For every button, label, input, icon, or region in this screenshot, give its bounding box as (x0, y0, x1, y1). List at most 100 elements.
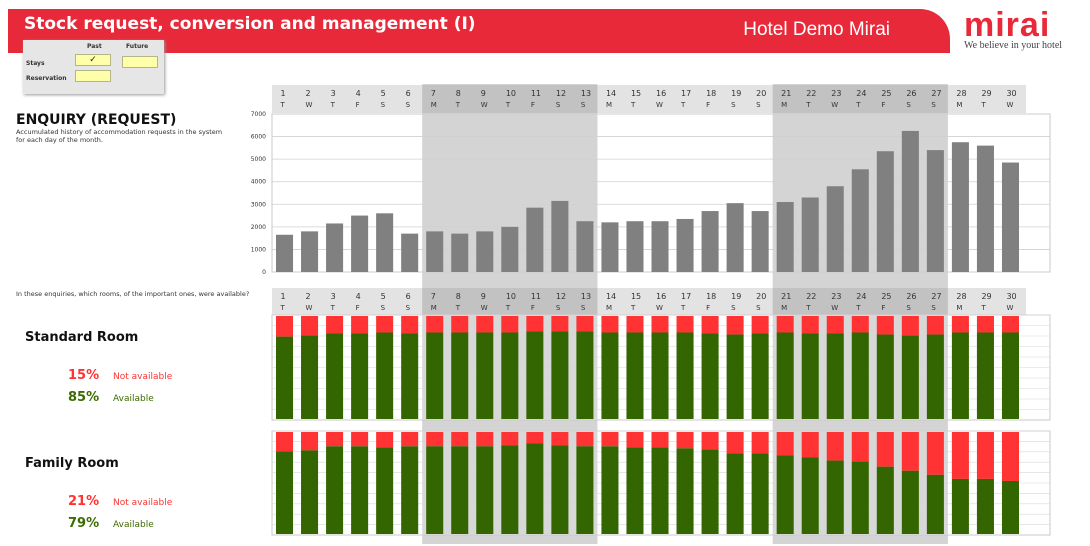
weekday-label: S (581, 304, 586, 312)
day-number-label: 11 (531, 292, 541, 301)
available-segment (876, 334, 894, 419)
y-tick-label: 1000 (251, 246, 266, 253)
day-number-label: 6 (406, 89, 411, 98)
weekday-label: F (531, 304, 535, 312)
enquiry-bar (451, 233, 469, 272)
not-available-segment (676, 316, 694, 333)
day-number-label: 2 (306, 292, 311, 301)
available-segment (901, 470, 919, 534)
weekday-label: T (630, 304, 636, 312)
available-segment (701, 333, 719, 419)
day-number-label: 27 (931, 292, 941, 301)
day-header-shade (422, 288, 598, 316)
available-segment (326, 333, 344, 419)
available-segment (526, 443, 544, 534)
available-segment (601, 332, 619, 419)
day-number-label: 8 (456, 89, 461, 98)
page-title: Stock request, conversion and management… (24, 14, 476, 34)
enquiry-bar (526, 207, 544, 272)
weekday-label: M (781, 101, 787, 109)
day-number-label: 26 (906, 292, 916, 301)
weekday-label: T (455, 304, 461, 312)
not-available-segment (351, 432, 369, 447)
available-segment (926, 474, 944, 534)
day-number-label: 18 (706, 89, 716, 98)
enquiry-bar (976, 145, 994, 272)
not-available-segment (276, 432, 294, 452)
not-available-segment (376, 316, 394, 333)
enquiry-bar (851, 169, 869, 272)
available-segment (601, 446, 619, 534)
weekday-label: W (656, 304, 663, 312)
weekday-label: W (1006, 101, 1013, 109)
not-available-segment (901, 432, 919, 471)
not-available-segment (426, 316, 444, 333)
not-available-segment (951, 432, 969, 479)
not-available-segment (926, 432, 944, 475)
day-number-label: 23 (831, 89, 841, 98)
weekday-label: T (980, 304, 986, 312)
available-segment (401, 446, 419, 534)
day-number-label: 23 (831, 292, 841, 301)
not-available-segment (451, 432, 469, 447)
day-number-label: 24 (856, 89, 866, 98)
enquiry-bar (926, 150, 944, 272)
available-segment (501, 332, 519, 419)
not-available-segment (876, 316, 894, 335)
day-header-shade (772, 288, 948, 316)
stays-future-checkbox[interactable] (122, 56, 158, 68)
family-not-available-label: Not available (113, 498, 173, 508)
available-segment (826, 460, 844, 534)
day-number-label: 16 (656, 89, 666, 98)
day-number-label: 4 (356, 292, 361, 301)
enquiry-bar (351, 215, 369, 272)
day-number-label: 17 (681, 89, 691, 98)
available-segment (726, 453, 744, 534)
day-number-label: 22 (806, 292, 816, 301)
day-number-label: 14 (606, 292, 616, 301)
available-segment (651, 447, 669, 534)
day-number-label: 15 (631, 89, 641, 98)
day-number-label: 10 (506, 292, 516, 301)
weekday-label: T (330, 304, 336, 312)
enquiry-bar (426, 231, 444, 272)
family-available-label: Available (113, 520, 154, 530)
day-number-label: 19 (731, 89, 741, 98)
available-segment (801, 333, 819, 419)
weekday-label: W (306, 101, 313, 109)
day-number-label: 2 (306, 89, 311, 98)
enquiry-bar (751, 211, 769, 272)
weekday-label: T (505, 101, 511, 109)
reservation-past-checkbox[interactable] (75, 70, 111, 82)
weekday-label: T (455, 101, 461, 109)
stays-past-checkbox[interactable]: ✓ (75, 54, 111, 66)
filter-col-past: Past (87, 43, 102, 50)
day-number-label: 21 (781, 89, 791, 98)
weekday-label: M (431, 304, 437, 312)
not-available-segment (801, 432, 819, 458)
day-number-label: 22 (806, 89, 816, 98)
weekday-label: F (881, 304, 885, 312)
weekday-label: W (481, 304, 488, 312)
day-number-label: 8 (456, 292, 461, 301)
family-not-available-pct: 21% (68, 494, 100, 509)
weekday-label: S (931, 304, 936, 312)
day-number-label: 29 (981, 292, 991, 301)
day-number-label: 5 (381, 292, 386, 301)
not-available-segment (951, 316, 969, 333)
not-available-segment (451, 316, 469, 333)
not-available-segment (626, 316, 644, 333)
available-segment (376, 447, 394, 534)
enquiry-bar (826, 186, 844, 272)
not-available-segment (476, 432, 494, 447)
weekday-label: T (805, 304, 811, 312)
enquiry-bar (401, 233, 419, 272)
weekday-label: S (931, 101, 936, 109)
enquiry-bar (951, 142, 969, 272)
filter-row-reservation: Reservation (26, 75, 67, 82)
not-available-segment (776, 316, 794, 333)
weekday-label: M (606, 304, 612, 312)
not-available-segment (376, 432, 394, 448)
weekday-label: M (956, 101, 962, 109)
